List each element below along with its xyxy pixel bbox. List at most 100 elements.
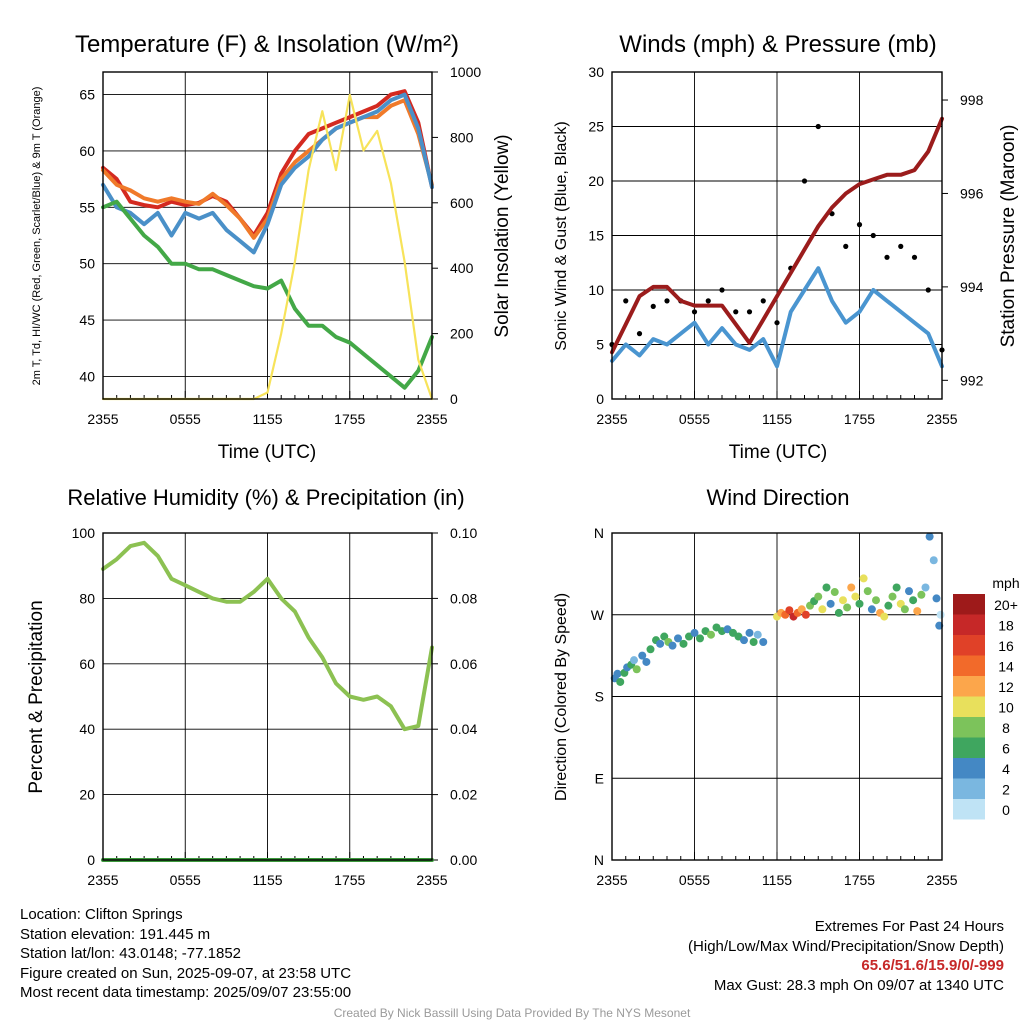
winds-frame bbox=[611, 71, 943, 400]
humidity-frame bbox=[102, 532, 433, 861]
extremes-values: 65.6/51.6/15.9/0/-999 bbox=[861, 957, 1004, 974]
humidity-xtick-label: 2355 bbox=[416, 872, 447, 888]
colorbar-swatch bbox=[953, 676, 985, 697]
temperature-y2tick-label: 800 bbox=[450, 129, 474, 145]
winds-y2tick-label: 994 bbox=[960, 279, 984, 295]
extremes-info: Extremes For Past 24 Hours (High/Low/Max… bbox=[688, 917, 1004, 995]
direction-point bbox=[660, 632, 669, 641]
direction-point bbox=[900, 605, 909, 614]
direction-point bbox=[935, 621, 944, 630]
direction-ytick-label: W bbox=[591, 607, 605, 623]
direction-point bbox=[905, 587, 913, 596]
direction-point bbox=[690, 628, 699, 637]
winds-series-1-point bbox=[691, 309, 698, 315]
direction-panel-title: Wind Direction bbox=[706, 485, 849, 510]
direction-point bbox=[630, 656, 638, 665]
winds-ytick-label: 5 bbox=[596, 337, 604, 353]
winds-series-1-point bbox=[705, 298, 711, 304]
direction-point bbox=[917, 590, 926, 599]
direction-point bbox=[656, 639, 665, 648]
direction-point bbox=[668, 641, 677, 650]
station-latlon: Station lat/lon: 43.0148; -77.1852 bbox=[20, 945, 242, 962]
humidity-ytick-label: 100 bbox=[72, 525, 96, 541]
winds-series-1-point bbox=[856, 222, 863, 228]
direction-point bbox=[801, 610, 810, 619]
humidity-ytick-label: 80 bbox=[79, 590, 95, 606]
direction-ytick-label: E bbox=[595, 770, 604, 786]
colorbar-label: 20+ bbox=[994, 597, 1018, 613]
colorbar-label: 6 bbox=[1002, 741, 1010, 757]
colorbar-swatch bbox=[953, 655, 985, 676]
direction-point bbox=[785, 606, 794, 615]
humidity-ylabel-left: Percent & Precipitation bbox=[26, 600, 47, 793]
winds-ylabel-right: Station Pressure (Maroon) bbox=[998, 125, 1019, 348]
colorbar-label: 12 bbox=[998, 679, 1014, 695]
temperature-y2tick-label: 200 bbox=[450, 326, 474, 342]
direction-point bbox=[826, 599, 835, 608]
colorbar-swatch bbox=[953, 614, 985, 635]
extremes-heading: Extremes For Past 24 Hours bbox=[814, 918, 1004, 935]
colorbar-swatch bbox=[953, 594, 985, 615]
winds-ylabel-left: Sonic Wind & Gust (Blue, Black) bbox=[553, 121, 570, 350]
direction-point bbox=[759, 638, 768, 646]
direction-point bbox=[847, 583, 856, 592]
colorbar-label: 8 bbox=[1002, 720, 1010, 736]
temperature-xtick-label: 1155 bbox=[252, 411, 282, 427]
direction-point bbox=[880, 612, 889, 621]
direction-point bbox=[884, 601, 893, 610]
colorbar-swatch bbox=[953, 696, 985, 717]
direction-ytick-label: N bbox=[594, 852, 604, 868]
winds-ytick-label: 0 bbox=[596, 391, 604, 407]
direction-point bbox=[929, 556, 938, 565]
direction-point bbox=[913, 607, 922, 616]
direction-point bbox=[642, 657, 651, 666]
winds-series-1-point bbox=[623, 298, 629, 304]
direction-xtick-label: 1755 bbox=[844, 872, 875, 888]
winds-series-1-point bbox=[815, 123, 821, 130]
colorbar-swatch bbox=[953, 717, 985, 738]
direction-xtick-label: 1155 bbox=[762, 872, 792, 888]
colorbar-label: 10 bbox=[998, 700, 1014, 716]
direction-point bbox=[839, 596, 847, 605]
humidity-xtick-label: 1755 bbox=[334, 872, 365, 888]
humidity-xtick-label: 2355 bbox=[87, 872, 118, 888]
direction-point bbox=[851, 592, 860, 601]
winds-xlabel: Time (UTC) bbox=[729, 442, 828, 463]
colorbar-swatch bbox=[953, 799, 985, 820]
winds-series-1-point bbox=[664, 298, 670, 304]
direction-point bbox=[814, 592, 823, 601]
temperature-ytick-label: 45 bbox=[79, 312, 95, 328]
direction-point bbox=[867, 605, 876, 614]
temperature-panel-title: Temperature (F) & Insolation (W/m²) bbox=[75, 31, 459, 58]
colorbar-swatch bbox=[953, 758, 985, 779]
direction-point bbox=[855, 599, 864, 608]
extremes-subheading: (High/Low/Max Wind/Precipitation/Snow De… bbox=[688, 937, 1004, 955]
direction-xtick-label: 0555 bbox=[679, 872, 710, 888]
speed-colorbar: 20+ 18 16 14 12 10 8 6 4 2 0 bbox=[953, 594, 1018, 820]
direction-ytick-label: S bbox=[595, 689, 604, 705]
direction-point bbox=[892, 583, 901, 592]
temperature-xtick-label: 2355 bbox=[87, 411, 118, 427]
winds-xtick-label: 2355 bbox=[926, 411, 957, 427]
direction-point bbox=[830, 588, 839, 597]
station-info: Location: Clifton Springs Station elevat… bbox=[20, 905, 351, 1003]
humidity-ytick-label: 60 bbox=[79, 656, 95, 672]
humidity-y2tick-label: 0.10 bbox=[450, 525, 477, 541]
winds-series-1-point bbox=[774, 320, 780, 326]
winds-series-1-point bbox=[636, 331, 643, 337]
max-gust: Max Gust: 28.3 mph On 09/07 at 1340 UTC bbox=[713, 976, 1004, 994]
temperature-ylabel-right: Solar Insolation (Yellow) bbox=[492, 134, 513, 337]
winds-series-1-point bbox=[884, 254, 890, 260]
winds-y2tick-label: 998 bbox=[960, 92, 984, 108]
winds-xtick-label: 1755 bbox=[844, 411, 875, 427]
temperature-xtick-label: 0555 bbox=[170, 411, 201, 427]
direction-point bbox=[932, 594, 941, 603]
direction-point bbox=[797, 605, 806, 614]
winds-series-0-line bbox=[610, 266, 944, 369]
direction-point bbox=[859, 574, 868, 583]
station-location: Location: Clifton Springs bbox=[20, 906, 183, 923]
direction-point bbox=[834, 608, 843, 617]
winds-ytick-label: 30 bbox=[588, 64, 604, 80]
humidity-xtick-label: 1155 bbox=[252, 872, 282, 888]
